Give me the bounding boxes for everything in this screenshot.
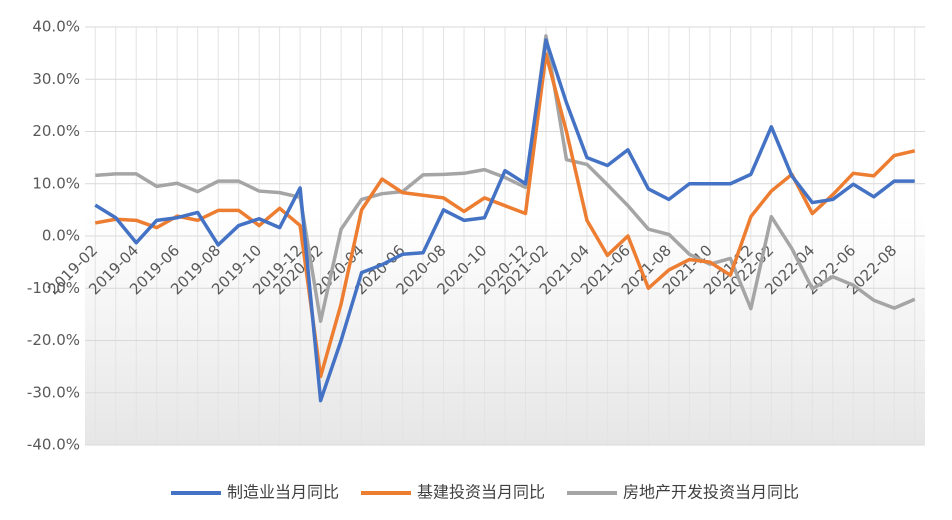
y-tick-label: -20.0% (27, 331, 80, 349)
y-tick-label: -10.0% (27, 279, 80, 297)
series-line (95, 34, 916, 323)
y-tick-label: -40.0% (27, 436, 80, 454)
legend-label: 基建投资当月同比 (417, 483, 545, 502)
series-line (94, 52, 916, 379)
legend-label: 房地产开发投资当月同比 (623, 483, 799, 502)
y-tick-label: 30.0% (32, 70, 80, 88)
legend: 制造业当月同比 基建投资当月同比 房地产开发投资当月同比 (170, 483, 799, 502)
legend-label: 制造业当月同比 (227, 483, 339, 502)
y-tick-label: 20.0% (32, 122, 80, 140)
y-tick-label: 0.0% (42, 227, 80, 245)
y-tick-label: -30.0% (27, 383, 80, 401)
y-tick-label: 40.0% (32, 18, 80, 36)
series-line (94, 38, 915, 403)
y-tick-label: 10.0% (32, 174, 80, 192)
